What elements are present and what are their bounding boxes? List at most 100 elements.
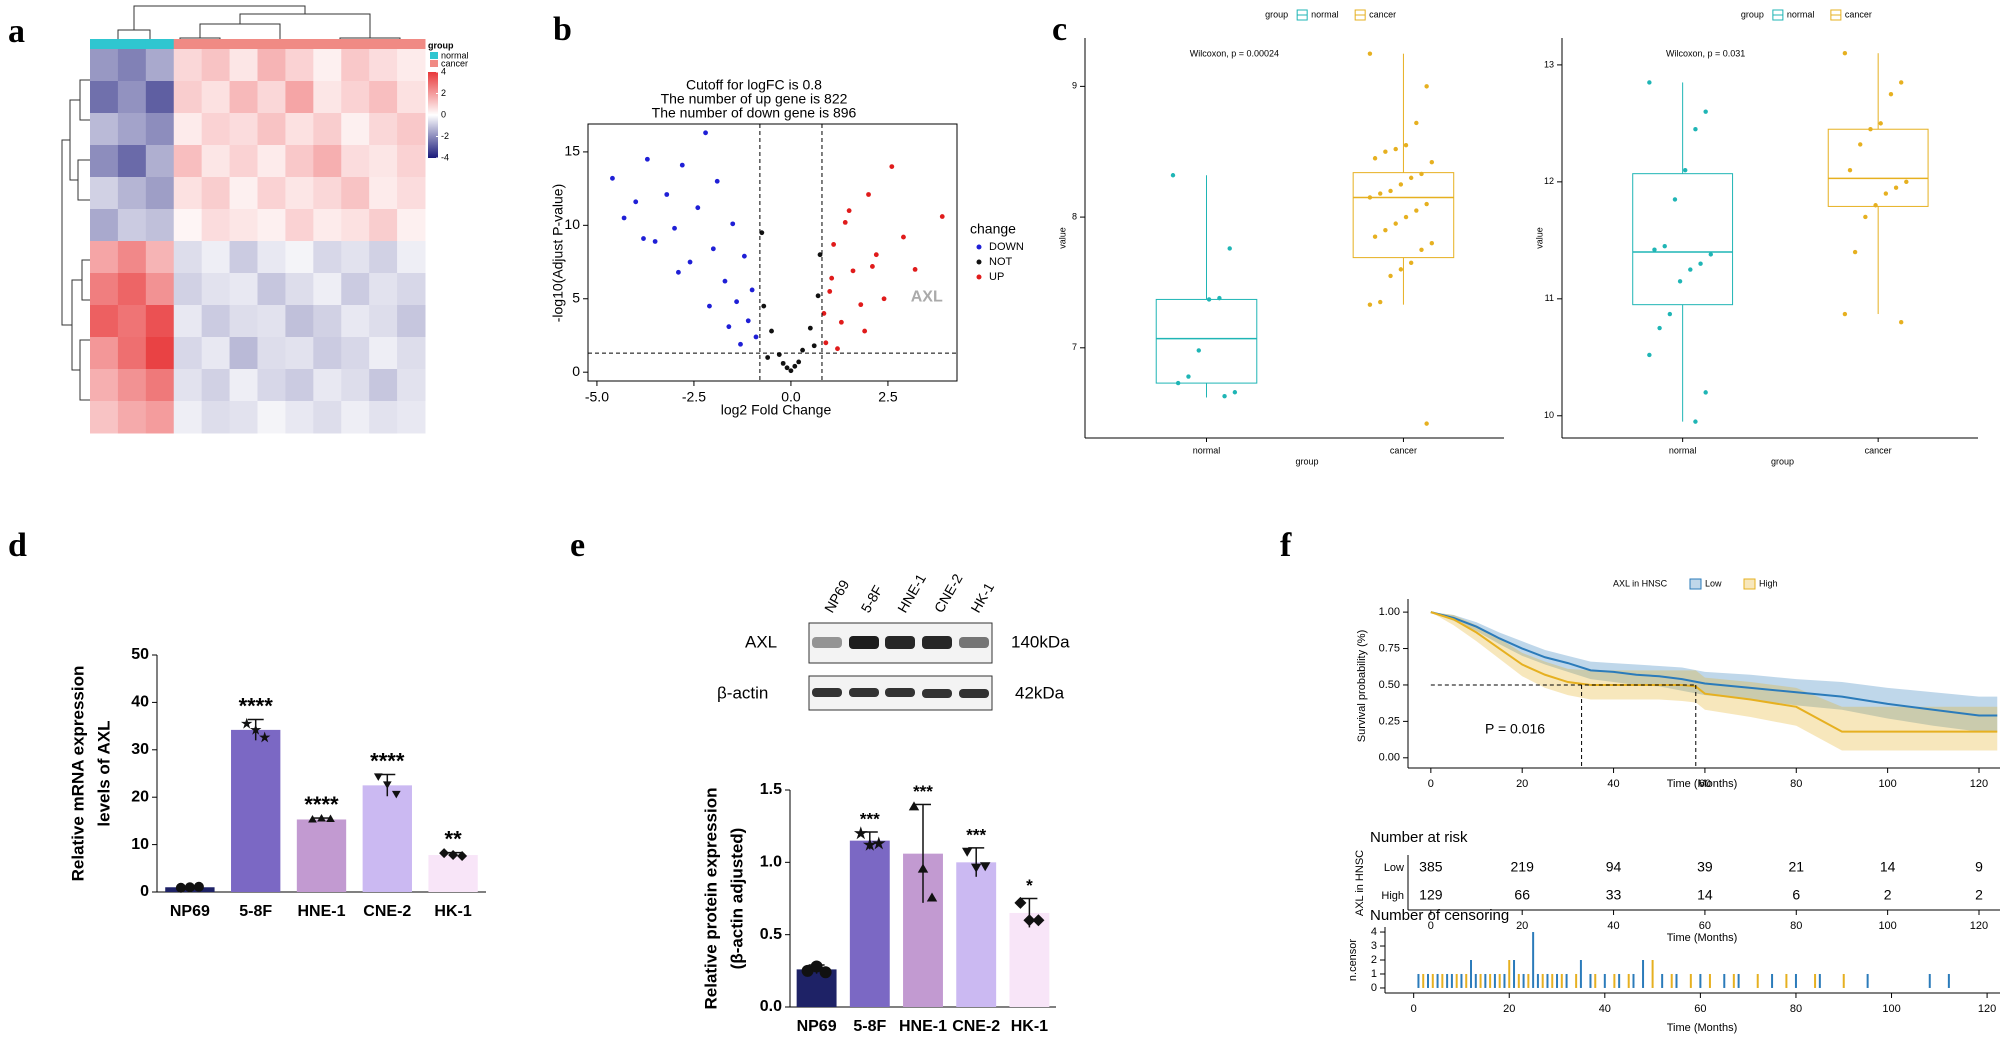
data-point — [881, 296, 887, 302]
heatmap-cell — [369, 209, 398, 242]
heatmap-cell — [117, 241, 147, 274]
blot-row-label: β-actin — [717, 683, 768, 702]
legend-label: UP — [989, 271, 1004, 283]
data-point — [439, 848, 450, 859]
heatmap-cell — [145, 209, 175, 242]
data-point — [710, 246, 716, 252]
data-point — [1378, 191, 1383, 196]
data-point — [1378, 299, 1383, 305]
data-point — [796, 359, 802, 365]
data-point — [1688, 267, 1693, 272]
heatmap-cell — [313, 369, 342, 402]
heatmap-cell — [173, 273, 203, 306]
heatmap-cell — [369, 145, 398, 178]
band — [922, 689, 952, 698]
legend-label: normal — [441, 50, 469, 60]
x-tick-label: NP69 — [797, 1018, 837, 1035]
data-point — [1667, 311, 1673, 317]
data-point — [815, 293, 821, 299]
heatmap-cell — [257, 81, 286, 114]
heatmap-cell — [257, 113, 286, 146]
group-bar — [369, 39, 398, 49]
heatmap-cell — [117, 113, 147, 146]
x-tick-label: 0.0 — [781, 389, 801, 405]
y-tick-label: 10 — [1544, 410, 1554, 420]
x-tick-label: 0 — [1428, 920, 1434, 932]
legend-swatch — [430, 52, 438, 59]
box — [1632, 173, 1734, 306]
data-point — [1899, 80, 1904, 85]
heatmap-cell — [117, 273, 147, 306]
significance: * — [1026, 876, 1033, 895]
heatmap-cell — [285, 113, 314, 146]
heatmap-cell — [341, 337, 370, 370]
heatmap-cell — [397, 305, 426, 338]
legend-title: group — [1741, 9, 1764, 19]
table-cell: 9 — [1975, 859, 1983, 875]
heatmap-cell — [145, 241, 175, 274]
data-point — [862, 837, 877, 851]
data-point — [792, 363, 798, 369]
data-point — [1429, 159, 1435, 165]
annotation: Wilcoxon, p = 0.031 — [1666, 48, 1745, 58]
x-tick-label: cancer — [1865, 445, 1892, 455]
x-tick-label: 40 — [1607, 920, 1619, 932]
heatmap-cell — [397, 337, 426, 370]
heatmap-cell — [369, 113, 398, 146]
heatmap-cell — [201, 337, 231, 370]
data-point — [819, 966, 832, 979]
data-point — [1408, 260, 1414, 266]
panel-label: c — [1052, 11, 1067, 48]
data-point — [382, 781, 392, 789]
legend-label: High — [1759, 578, 1778, 588]
data-point — [1232, 390, 1238, 395]
colorbar-label: 4 — [441, 66, 446, 76]
data-point — [853, 826, 868, 840]
table-cell: 14 — [1880, 859, 1896, 875]
heatmap-cell — [90, 305, 119, 338]
x-tick-label: 80 — [1790, 920, 1802, 932]
x-axis-label: Time (Months) — [1667, 778, 1738, 790]
data-point — [1904, 179, 1909, 185]
lane-label: NP69 — [821, 577, 852, 616]
heatmap-cell — [369, 241, 398, 274]
annotation: The number of up gene is 822 — [661, 91, 848, 107]
band — [959, 689, 989, 698]
data-point — [1186, 374, 1191, 379]
x-tick-label: 60 — [1699, 778, 1711, 790]
data-point — [258, 731, 271, 743]
data-point — [761, 303, 767, 309]
heatmap-cell — [145, 273, 175, 306]
data-point — [873, 252, 879, 258]
data-point — [1842, 51, 1848, 56]
heatmap-cell — [173, 209, 203, 242]
plot-frame — [587, 123, 958, 382]
heatmap-cell — [90, 241, 119, 274]
data-point — [1227, 246, 1232, 251]
blot-size-label: 42kDa — [1015, 683, 1065, 702]
y-tick-label: 2 — [1371, 954, 1377, 966]
data-point — [823, 340, 829, 346]
data-point — [1372, 234, 1378, 239]
band — [885, 636, 915, 649]
heatmap-cell — [201, 401, 231, 434]
lane-label: HK-1 — [967, 580, 997, 616]
heatmap-cell — [341, 49, 370, 82]
data-point — [703, 130, 708, 136]
x-tick-label: NP69 — [170, 903, 210, 920]
x-axis-label: Time (Months) — [1667, 1022, 1738, 1034]
x-tick-label: -5.0 — [585, 389, 609, 405]
data-point — [846, 208, 852, 214]
legend-label: Low — [1705, 578, 1722, 588]
row-label: High — [1381, 890, 1404, 902]
y-axis-label: Relative mRNA expression — [68, 666, 87, 882]
heatmap-cell — [201, 145, 231, 178]
heatmap-cell — [229, 273, 258, 306]
legend-title: AXL in HNSC — [1613, 578, 1668, 588]
heatmap-cell — [397, 209, 426, 242]
data-point — [633, 199, 639, 205]
x-tick-label: 80 — [1790, 1003, 1802, 1015]
heatmap-cell — [313, 113, 342, 146]
lane-label: CNE-2 — [931, 571, 966, 616]
x-tick-label: 20 — [1516, 920, 1528, 932]
